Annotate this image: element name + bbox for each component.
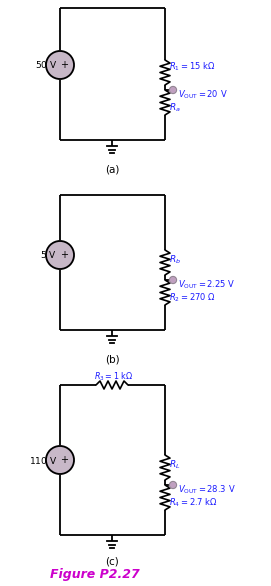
Circle shape bbox=[169, 482, 176, 489]
Text: (c): (c) bbox=[105, 557, 119, 567]
Text: $R_1 = 15\ \mathrm{k\Omega}$: $R_1 = 15\ \mathrm{k\Omega}$ bbox=[169, 61, 215, 73]
Text: $R_2 = 270\ \Omega$: $R_2 = 270\ \Omega$ bbox=[169, 292, 216, 304]
Circle shape bbox=[169, 87, 176, 94]
Circle shape bbox=[46, 446, 74, 474]
Circle shape bbox=[46, 51, 74, 79]
Text: +: + bbox=[60, 250, 68, 260]
Circle shape bbox=[169, 277, 176, 284]
Text: $R_4 = 2.7\ \mathrm{k\Omega}$: $R_4 = 2.7\ \mathrm{k\Omega}$ bbox=[169, 497, 217, 509]
Text: $V_{\mathrm{OUT}} = 28.3\ \mathrm{V}$: $V_{\mathrm{OUT}} = 28.3\ \mathrm{V}$ bbox=[178, 484, 236, 496]
Text: $V_{\mathrm{OUT}} = 20\ \mathrm{V}$: $V_{\mathrm{OUT}} = 20\ \mathrm{V}$ bbox=[178, 88, 228, 101]
Text: $5\ \mathrm{V}$: $5\ \mathrm{V}$ bbox=[40, 250, 57, 261]
Text: $R_b$: $R_b$ bbox=[169, 254, 181, 266]
Text: $R_3 = 1\ \mathrm{k\Omega}$: $R_3 = 1\ \mathrm{k\Omega}$ bbox=[94, 370, 133, 383]
Text: (a): (a) bbox=[105, 165, 119, 175]
Circle shape bbox=[46, 241, 74, 269]
Text: $110\ \mathrm{V}$: $110\ \mathrm{V}$ bbox=[29, 455, 57, 465]
Text: $50\ \mathrm{V}$: $50\ \mathrm{V}$ bbox=[34, 60, 57, 70]
Text: +: + bbox=[60, 60, 68, 70]
Text: $R_a$: $R_a$ bbox=[169, 102, 181, 114]
Text: $V_{\mathrm{OUT}} = 2.25\ \mathrm{V}$: $V_{\mathrm{OUT}} = 2.25\ \mathrm{V}$ bbox=[178, 279, 235, 291]
Text: $R_L$: $R_L$ bbox=[169, 459, 180, 471]
Text: Figure P2.27: Figure P2.27 bbox=[50, 568, 140, 581]
Text: +: + bbox=[60, 455, 68, 465]
Text: (b): (b) bbox=[105, 355, 119, 365]
